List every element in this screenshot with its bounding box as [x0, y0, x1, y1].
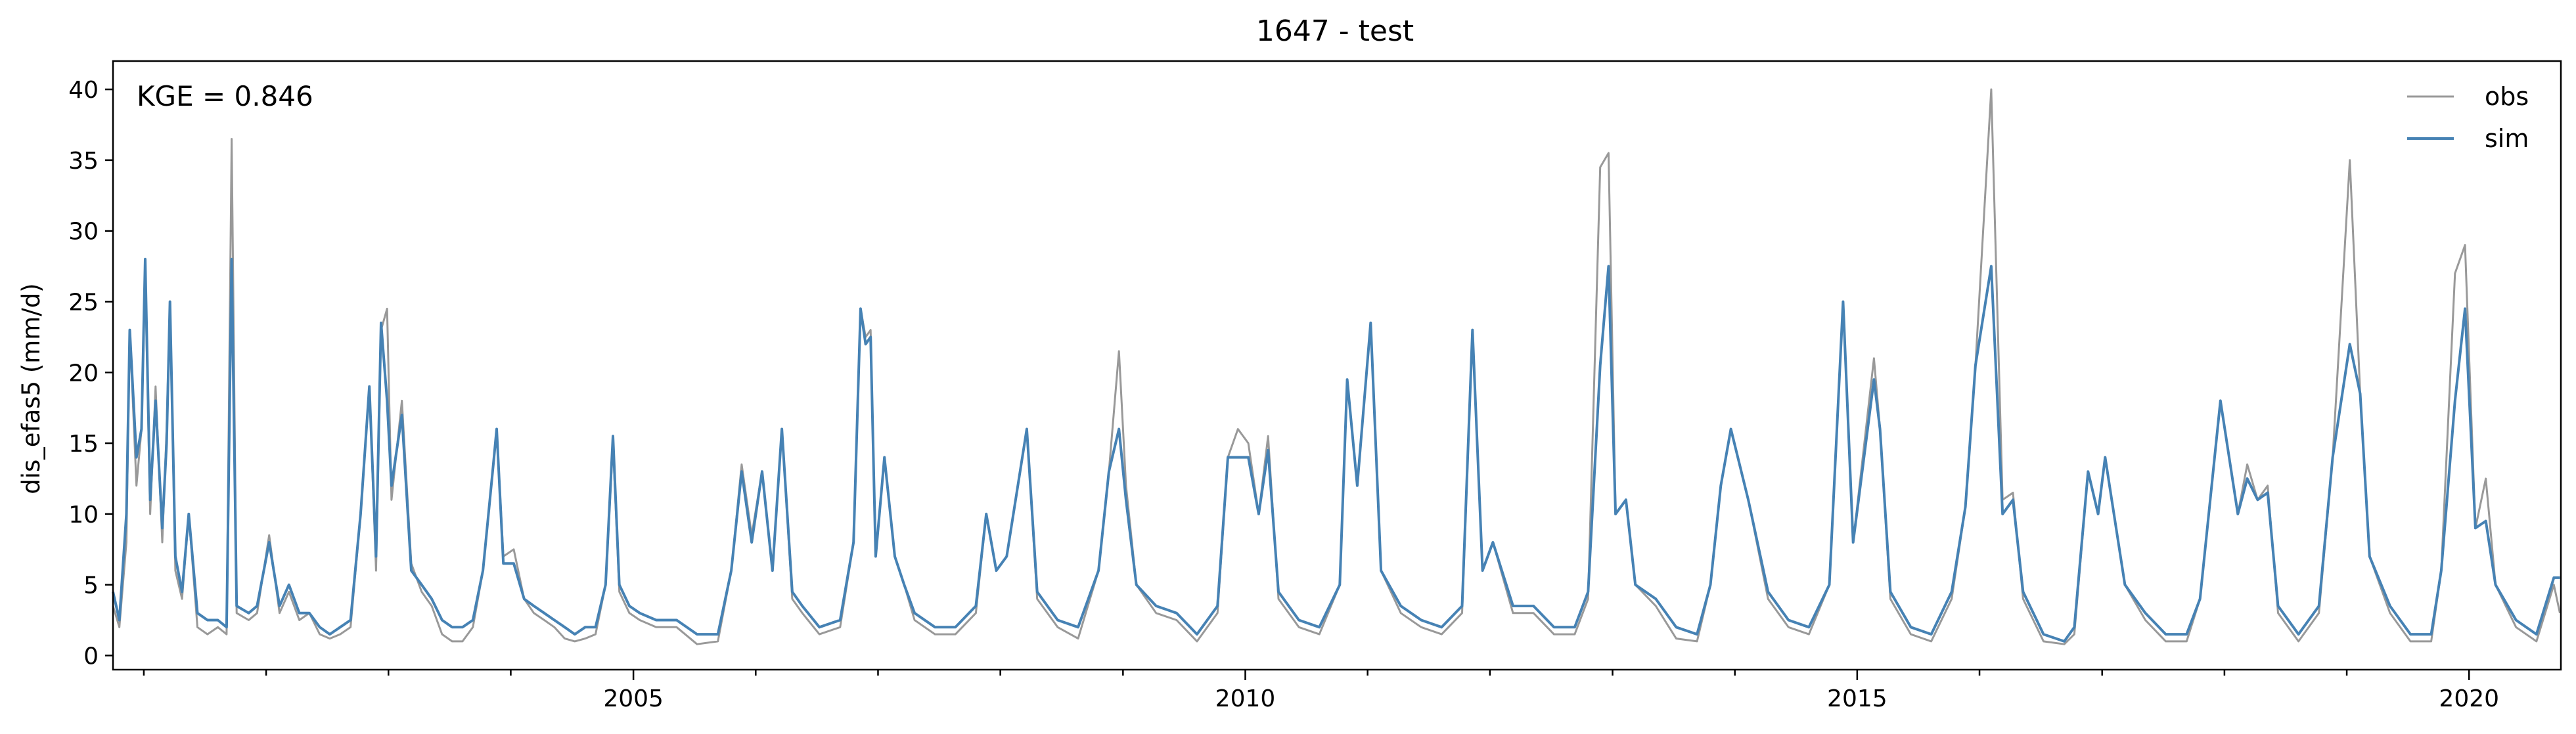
y-tick-label: 5	[83, 572, 99, 599]
legend-label-sim: sim	[2485, 124, 2529, 153]
plot-frame	[112, 60, 2562, 671]
plot-series	[112, 88, 2561, 645]
y-tick-label: 20	[68, 360, 99, 387]
y-tick-label: 10	[68, 502, 99, 529]
y-tick-label: 0	[83, 643, 99, 670]
legend: obs sim	[2407, 82, 2529, 153]
x-tick-label: 2015	[1827, 685, 1887, 712]
series-line-sim	[112, 257, 2560, 643]
kge-annotation: KGE = 0.846	[137, 80, 313, 112]
y-axis-label: dis_efas5 (mm/d)	[17, 283, 45, 494]
x-tick-label: 2020	[2439, 685, 2499, 712]
y-tick-label: 40	[68, 77, 99, 104]
y-tick-label: 35	[68, 148, 99, 175]
chart-title: 1647 - test	[1256, 14, 1414, 48]
x-tick-label: 2010	[1215, 685, 1276, 712]
y-tick-label: 15	[68, 431, 99, 458]
y-tick-label: 30	[68, 219, 99, 246]
y-tick-label: 25	[68, 289, 99, 316]
legend-label-obs: obs	[2485, 82, 2529, 111]
axes: 0 5 10 15 20 25 30 35 40 2005 2010 2015 2020	[68, 60, 2562, 712]
x-tick-label: 2005	[603, 685, 664, 712]
